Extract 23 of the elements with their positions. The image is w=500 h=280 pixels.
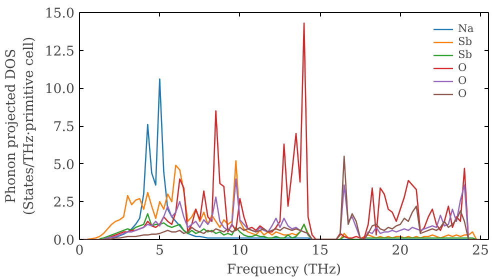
y-tick-label: 7.5 bbox=[53, 120, 75, 135]
line-series bbox=[98, 213, 478, 240]
legend-label: Sb bbox=[458, 35, 474, 48]
x-tick-label: 0 bbox=[75, 244, 84, 258]
y-tick-label: 5.0 bbox=[53, 158, 75, 173]
y-axis-title: Phonon projected DOS (States/THz·primitive cell) bbox=[4, 36, 37, 216]
legend-label: Sb bbox=[458, 48, 474, 61]
y-tick-label: 0.0 bbox=[53, 234, 75, 248]
x-tick-label: 5 bbox=[155, 244, 164, 258]
y-tick-label: 2.5 bbox=[53, 196, 75, 211]
legend-label: O bbox=[458, 61, 468, 74]
x-axis-title: Frequency (THz) bbox=[226, 262, 342, 278]
legend-label: O bbox=[458, 87, 468, 100]
y-tick-label: 10.0 bbox=[44, 82, 75, 98]
legend-label: Na bbox=[458, 22, 475, 35]
y-tick-label: 15.0 bbox=[44, 6, 75, 22]
x-tick-label: 15 bbox=[312, 244, 329, 258]
line-series bbox=[102, 178, 470, 240]
y-tick-label: 12.5 bbox=[44, 44, 75, 60]
x-tick-label: 25 bbox=[472, 244, 489, 258]
x-tick-label: 20 bbox=[392, 244, 409, 258]
x-tick-label: 10 bbox=[231, 244, 248, 258]
legend-label: O bbox=[458, 74, 468, 87]
